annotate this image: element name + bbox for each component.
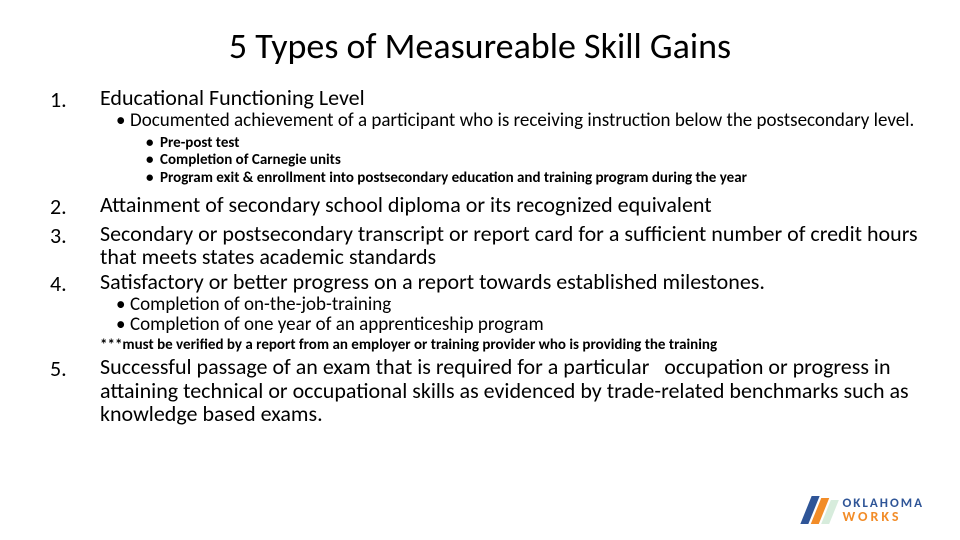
bullet-icon: • [116, 315, 130, 335]
sub2-text: Program exit & enrollment into postsecon… [160, 170, 747, 187]
content-area: 1. Educational Functioning Level •Docume… [0, 86, 960, 425]
bullet-icon: • [146, 135, 160, 152]
sub1-text: Documented achievement of a participant … [130, 111, 914, 131]
sub2-text: Pre-post test [160, 135, 239, 152]
item-number: 2. [40, 193, 100, 220]
bullet-icon: • [116, 111, 130, 131]
list-item: 5. Successful passage of an exam that is… [40, 355, 930, 424]
list-item: 1. Educational Functioning Level •Docume… [40, 86, 930, 191]
item-note: ***must be verified by a report from an … [100, 337, 930, 354]
bullet-icon: • [116, 295, 130, 315]
item-number: 1. [40, 86, 100, 191]
item-text: Educational Functioning Level [100, 86, 930, 109]
sub1-text: Completion of on-the-job-training [130, 295, 391, 315]
bullet-icon: • [146, 152, 160, 169]
sub1-text: Completion of one year of an apprentices… [130, 315, 544, 335]
item-number: 4. [40, 270, 100, 353]
logo-mark-icon [806, 496, 834, 524]
item-number: 3. [40, 222, 100, 268]
main-list: 1. Educational Functioning Level •Docume… [40, 86, 930, 425]
list-item: 2. Attainment of secondary school diplom… [40, 193, 930, 220]
page-title: 5 Types of Measureable Skill Gains [0, 0, 960, 86]
item-number: 5. [40, 355, 100, 424]
logo-line2: WORKS [842, 510, 924, 524]
sub2-text: Completion of Carnegie units [160, 152, 341, 169]
list-item: 4. Satisfactory or better progress on a … [40, 270, 930, 353]
list-item: 3. Secondary or postsecondary transcript… [40, 222, 930, 268]
sub-list-2: •Pre-post test •Completion of Carnegie u… [116, 135, 930, 187]
item-text: Satisfactory or better progress on a rep… [100, 270, 930, 293]
item-text: Attainment of secondary school diploma o… [100, 193, 930, 220]
oklahoma-works-logo: OKLAHOMA WORKS [806, 496, 924, 524]
item-text: Successful passage of an exam that is re… [100, 355, 930, 424]
bullet-icon: • [146, 170, 160, 187]
sub-list-1: •Completion of on-the-job-training •Comp… [100, 295, 930, 335]
item-text: Secondary or postsecondary transcript or… [100, 222, 930, 268]
sub-list-1: •Documented achievement of a participant… [100, 111, 930, 187]
